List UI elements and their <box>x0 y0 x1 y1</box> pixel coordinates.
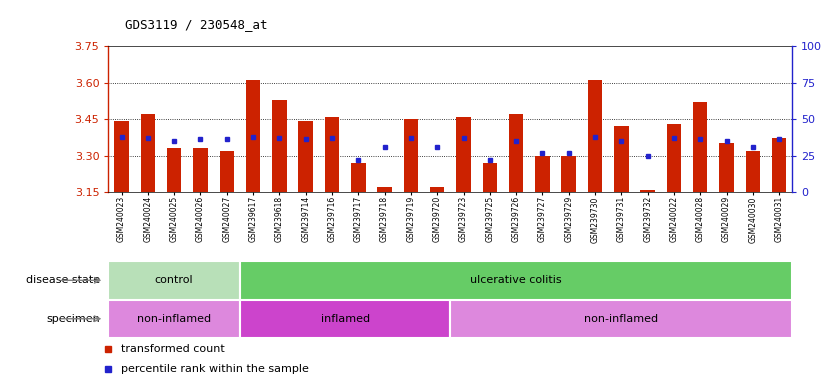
Bar <box>351 163 365 192</box>
Text: non-inflamed: non-inflamed <box>137 314 211 324</box>
Bar <box>509 114 524 192</box>
Text: transformed count: transformed count <box>121 344 224 354</box>
Text: non-inflamed: non-inflamed <box>585 314 658 324</box>
Bar <box>108 261 240 300</box>
Text: ulcerative colitis: ulcerative colitis <box>470 275 562 285</box>
Bar <box>377 187 392 192</box>
Bar <box>430 187 445 192</box>
Bar <box>614 126 629 192</box>
Bar <box>588 80 602 192</box>
Bar <box>746 151 760 192</box>
Bar <box>535 156 550 192</box>
Bar <box>108 300 240 338</box>
Bar <box>404 119 418 192</box>
Bar <box>167 148 182 192</box>
Bar <box>246 80 260 192</box>
Text: disease state: disease state <box>26 275 100 285</box>
Bar <box>719 143 734 192</box>
Bar <box>240 261 792 300</box>
Bar <box>240 300 450 338</box>
Text: specimen: specimen <box>47 314 100 324</box>
Bar <box>193 148 208 192</box>
Bar <box>641 190 655 192</box>
Bar <box>219 151 234 192</box>
Bar <box>772 139 786 192</box>
Bar <box>324 117 339 192</box>
Bar <box>561 156 576 192</box>
Bar <box>483 163 497 192</box>
Bar <box>693 102 707 192</box>
Text: percentile rank within the sample: percentile rank within the sample <box>121 364 309 374</box>
Bar <box>450 300 792 338</box>
Text: GDS3119 / 230548_at: GDS3119 / 230548_at <box>125 18 268 31</box>
Bar <box>299 121 313 192</box>
Bar <box>456 117 470 192</box>
Bar <box>272 99 287 192</box>
Bar <box>141 114 155 192</box>
Text: control: control <box>155 275 193 285</box>
Bar <box>114 121 128 192</box>
Text: inflamed: inflamed <box>320 314 369 324</box>
Bar <box>666 124 681 192</box>
